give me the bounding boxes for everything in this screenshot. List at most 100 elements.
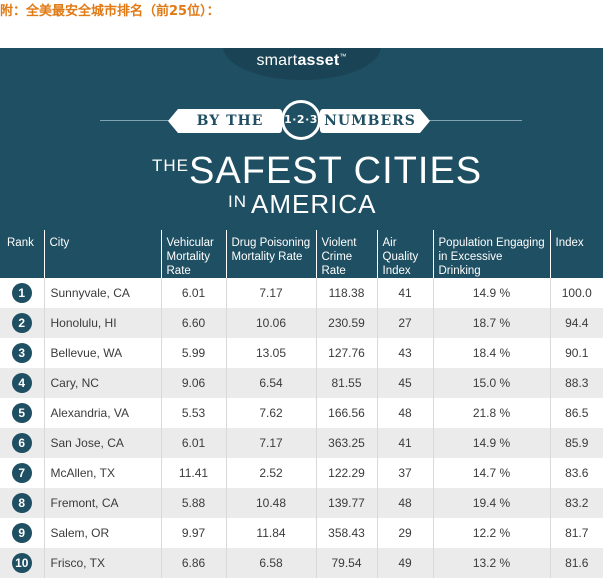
page-caption: 附：全美最安全城市排名（前25位）： xyxy=(0,4,220,19)
cell-excessive-drinking: 15.0 % xyxy=(432,368,550,398)
cell-city: Alexandria, VA xyxy=(43,398,161,428)
rank-badge: 7 xyxy=(11,463,32,483)
cell-index: 100.0 xyxy=(549,278,603,308)
cell-vehicular-mortality: 9.97 xyxy=(160,518,226,548)
cell-rank: 4 xyxy=(0,368,44,398)
cell-violent-crime: 230.59 xyxy=(315,308,377,338)
cell-index: 85.9 xyxy=(549,428,603,458)
cell-excessive-drinking: 12.2 % xyxy=(432,518,550,548)
title-in: IN xyxy=(228,192,247,211)
cell-vehicular-mortality: 6.86 xyxy=(160,548,226,578)
cell-rank: 1 xyxy=(0,278,44,308)
cell-air-quality: 43 xyxy=(376,338,433,368)
cell-vehicular-mortality: 5.53 xyxy=(160,398,226,428)
infographic-title-line2: IN AMERICA xyxy=(228,189,376,220)
rank-badge: 9 xyxy=(11,523,32,543)
cell-city: Frisco, TX xyxy=(43,548,161,578)
infographic-title-line1: THESAFEST CITIES xyxy=(152,150,482,193)
cell-excessive-drinking: 14.7 % xyxy=(432,458,550,488)
cell-violent-crime: 166.56 xyxy=(315,398,377,428)
table-row: 6 San Jose, CA 6.01 7.17 363.25 41 14.9 % 85.9 xyxy=(0,428,603,458)
table-row: 10 Frisco, TX 6.86 6.58 79.54 49 13.2 % 81.6 xyxy=(0,548,603,578)
cell-violent-crime: 122.29 xyxy=(315,458,377,488)
cell-excessive-drinking: 14.9 % xyxy=(432,278,550,308)
cell-violent-crime: 358.43 xyxy=(315,518,377,548)
cell-drug-poisoning: 7.17 xyxy=(225,428,316,458)
header-vehicular-mortality: Vehicular Mortality Rate xyxy=(160,230,226,278)
cell-air-quality: 37 xyxy=(376,458,433,488)
logo-text-smart: smart xyxy=(256,52,298,69)
cell-violent-crime: 118.38 xyxy=(315,278,377,308)
table-row: 4 Cary, NC 9.06 6.54 81.55 45 15.0 % 88.3 xyxy=(0,368,603,398)
table-row: 7 McAllen, TX 11.41 2.52 122.29 37 14.7 % 83.6 xyxy=(0,458,603,488)
rank-badge: 3 xyxy=(11,343,32,363)
rank-badge: 2 xyxy=(11,313,32,333)
cell-rank: 6 xyxy=(0,428,44,458)
cell-air-quality: 41 xyxy=(376,278,433,308)
cell-rank: 9 xyxy=(0,518,44,548)
cell-city: Cary, NC xyxy=(43,368,161,398)
cell-rank: 5 xyxy=(0,398,44,428)
cell-air-quality: 29 xyxy=(376,518,433,548)
cell-air-quality: 49 xyxy=(376,548,433,578)
cell-vehicular-mortality: 6.01 xyxy=(160,428,226,458)
cell-air-quality: 48 xyxy=(376,488,433,518)
header-air-quality: Air Quality Index xyxy=(376,230,433,278)
table-row: 3 Bellevue, WA 5.99 13.05 127.76 43 18.4 % 90.1 xyxy=(0,338,603,368)
title-the: THE xyxy=(152,156,189,175)
header-excessive-drinking: Population Engaging in Excessive Drinkin… xyxy=(432,230,550,278)
cell-excessive-drinking: 18.7 % xyxy=(432,308,550,338)
cell-air-quality: 27 xyxy=(376,308,433,338)
cell-drug-poisoning: 10.48 xyxy=(225,488,316,518)
cell-drug-poisoning: 11.84 xyxy=(225,518,316,548)
cell-city: Honolulu, HI xyxy=(43,308,161,338)
cell-violent-crime: 81.55 xyxy=(315,368,377,398)
table-body: 1 Sunnyvale, CA 6.01 7.17 118.38 41 14.9 % 100.… xyxy=(0,278,603,578)
cell-index: 83.2 xyxy=(549,488,603,518)
decorative-rule-left xyxy=(100,120,172,121)
cell-vehicular-mortality: 11.41 xyxy=(160,458,226,488)
cell-vehicular-mortality: 6.60 xyxy=(160,308,226,338)
table-header-row: Rank City Vehicular Mortality Rate Drug … xyxy=(0,230,603,278)
cell-rank: 8 xyxy=(0,488,44,518)
cell-index: 90.1 xyxy=(549,338,603,368)
cell-rank: 3 xyxy=(0,338,44,368)
rank-badge: 1 xyxy=(11,283,32,303)
ribbon-numbers: NUMBERS xyxy=(320,109,430,133)
rank-badge: 8 xyxy=(11,493,32,513)
cell-index: 88.3 xyxy=(549,368,603,398)
cell-excessive-drinking: 14.9 % xyxy=(432,428,550,458)
cell-vehicular-mortality: 6.01 xyxy=(160,278,226,308)
rank-badge: 6 xyxy=(11,433,32,453)
cell-drug-poisoning: 7.62 xyxy=(225,398,316,428)
cell-index: 81.7 xyxy=(549,518,603,548)
cell-city: Bellevue, WA xyxy=(43,338,161,368)
title-america: AMERICA xyxy=(251,189,377,219)
table-row: 2 Honolulu, HI 6.60 10.06 230.59 27 18.7 % 94.4 xyxy=(0,308,603,338)
title-safest-cities: SAFEST CITIES xyxy=(189,150,483,192)
cell-drug-poisoning: 10.06 xyxy=(225,308,316,338)
cell-excessive-drinking: 21.8 % xyxy=(432,398,550,428)
cell-vehicular-mortality: 9.06 xyxy=(160,368,226,398)
cell-excessive-drinking: 19.4 % xyxy=(432,488,550,518)
header-index: Index xyxy=(549,230,603,278)
cell-rank: 7 xyxy=(0,458,44,488)
table-row: 9 Salem, OR 9.97 11.84 358.43 29 12.2 % 81.7 xyxy=(0,518,603,548)
cell-vehicular-mortality: 5.99 xyxy=(160,338,226,368)
numbers-badge: 1·2·3 xyxy=(281,100,321,140)
rank-badge: 5 xyxy=(11,403,32,423)
cell-city: Fremont, CA xyxy=(43,488,161,518)
decorative-rule-right xyxy=(422,120,522,121)
cell-rank: 10 xyxy=(0,548,44,578)
header-violent-crime: Violent Crime Rate xyxy=(315,230,377,278)
cell-rank: 2 xyxy=(0,308,44,338)
cell-index: 81.6 xyxy=(549,548,603,578)
cell-air-quality: 48 xyxy=(376,398,433,428)
cell-drug-poisoning: 6.58 xyxy=(225,548,316,578)
table-row: 5 Alexandria, VA 5.53 7.62 166.56 48 21.8 % 86.… xyxy=(0,398,603,428)
cell-index: 94.4 xyxy=(549,308,603,338)
rank-badge: 10 xyxy=(11,553,32,573)
logo-trademark: ™ xyxy=(339,53,347,61)
cell-city: San Jose, CA xyxy=(43,428,161,458)
table-row: 8 Fremont, CA 5.88 10.48 139.77 48 19.4 % 83.2 xyxy=(0,488,603,518)
